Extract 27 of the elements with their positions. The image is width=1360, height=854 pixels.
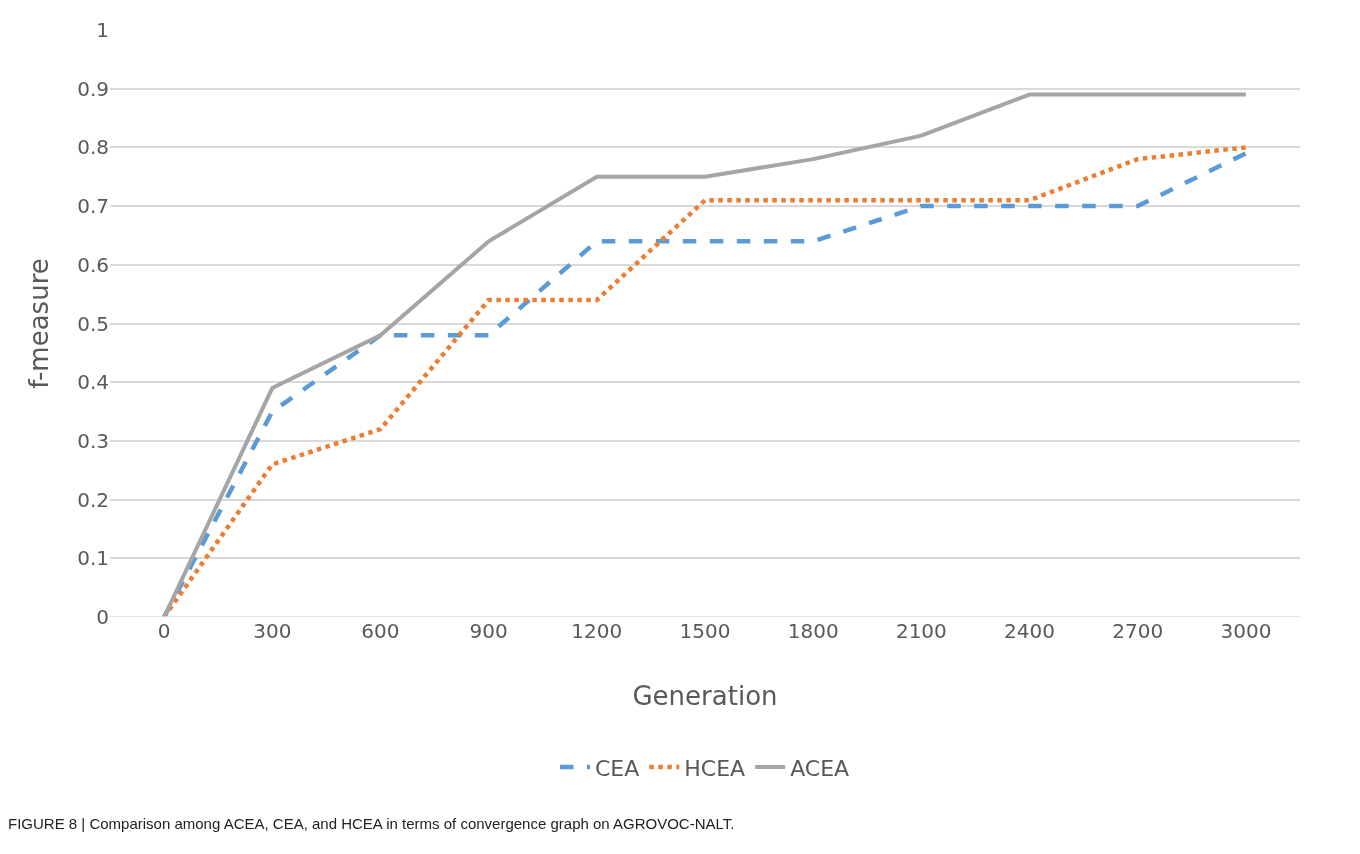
x-axis-title: Generation bbox=[632, 681, 778, 711]
y-tick-label: 0.4 bbox=[77, 370, 109, 395]
x-tick-label: 2700 bbox=[1112, 619, 1164, 643]
x-tick-label: 600 bbox=[361, 619, 400, 643]
y-tick-label: 0.7 bbox=[77, 194, 109, 219]
y-tick-label: 0.2 bbox=[77, 487, 109, 512]
x-tick-label: 900 bbox=[469, 619, 508, 643]
y-tick-label: 0.8 bbox=[77, 135, 109, 160]
x-tick-label: 2400 bbox=[1004, 619, 1055, 643]
x-tick-label: 0 bbox=[157, 619, 171, 643]
x-tick-label: 1800 bbox=[787, 619, 839, 643]
x-tick-label: 1200 bbox=[571, 619, 623, 643]
y-tick-label: 0.6 bbox=[77, 252, 109, 277]
caption: FIGURE 8 | Comparison among ACEA, CEA, and HCEA in terms of convergence graph on AGROVOC-NALT. bbox=[8, 815, 735, 832]
y-axis-title: f-measure bbox=[24, 258, 54, 389]
x-tick-label: 300 bbox=[253, 619, 292, 643]
y-tick-label: 0.1 bbox=[77, 546, 109, 571]
legend-label: HCEA bbox=[684, 755, 746, 781]
x-tick-label: 1500 bbox=[679, 619, 731, 643]
y-tick-label: 0.5 bbox=[77, 311, 109, 336]
x-tick-label: 2100 bbox=[895, 619, 947, 643]
legend-label: ACEA bbox=[790, 755, 850, 781]
y-tick-label: 0.3 bbox=[77, 428, 109, 453]
legend-label: CEA bbox=[595, 755, 640, 781]
y-tick-label: 1 bbox=[96, 18, 109, 42]
y-tick-label: 0.9 bbox=[77, 76, 109, 101]
x-tick-label: 3000 bbox=[1220, 619, 1272, 643]
